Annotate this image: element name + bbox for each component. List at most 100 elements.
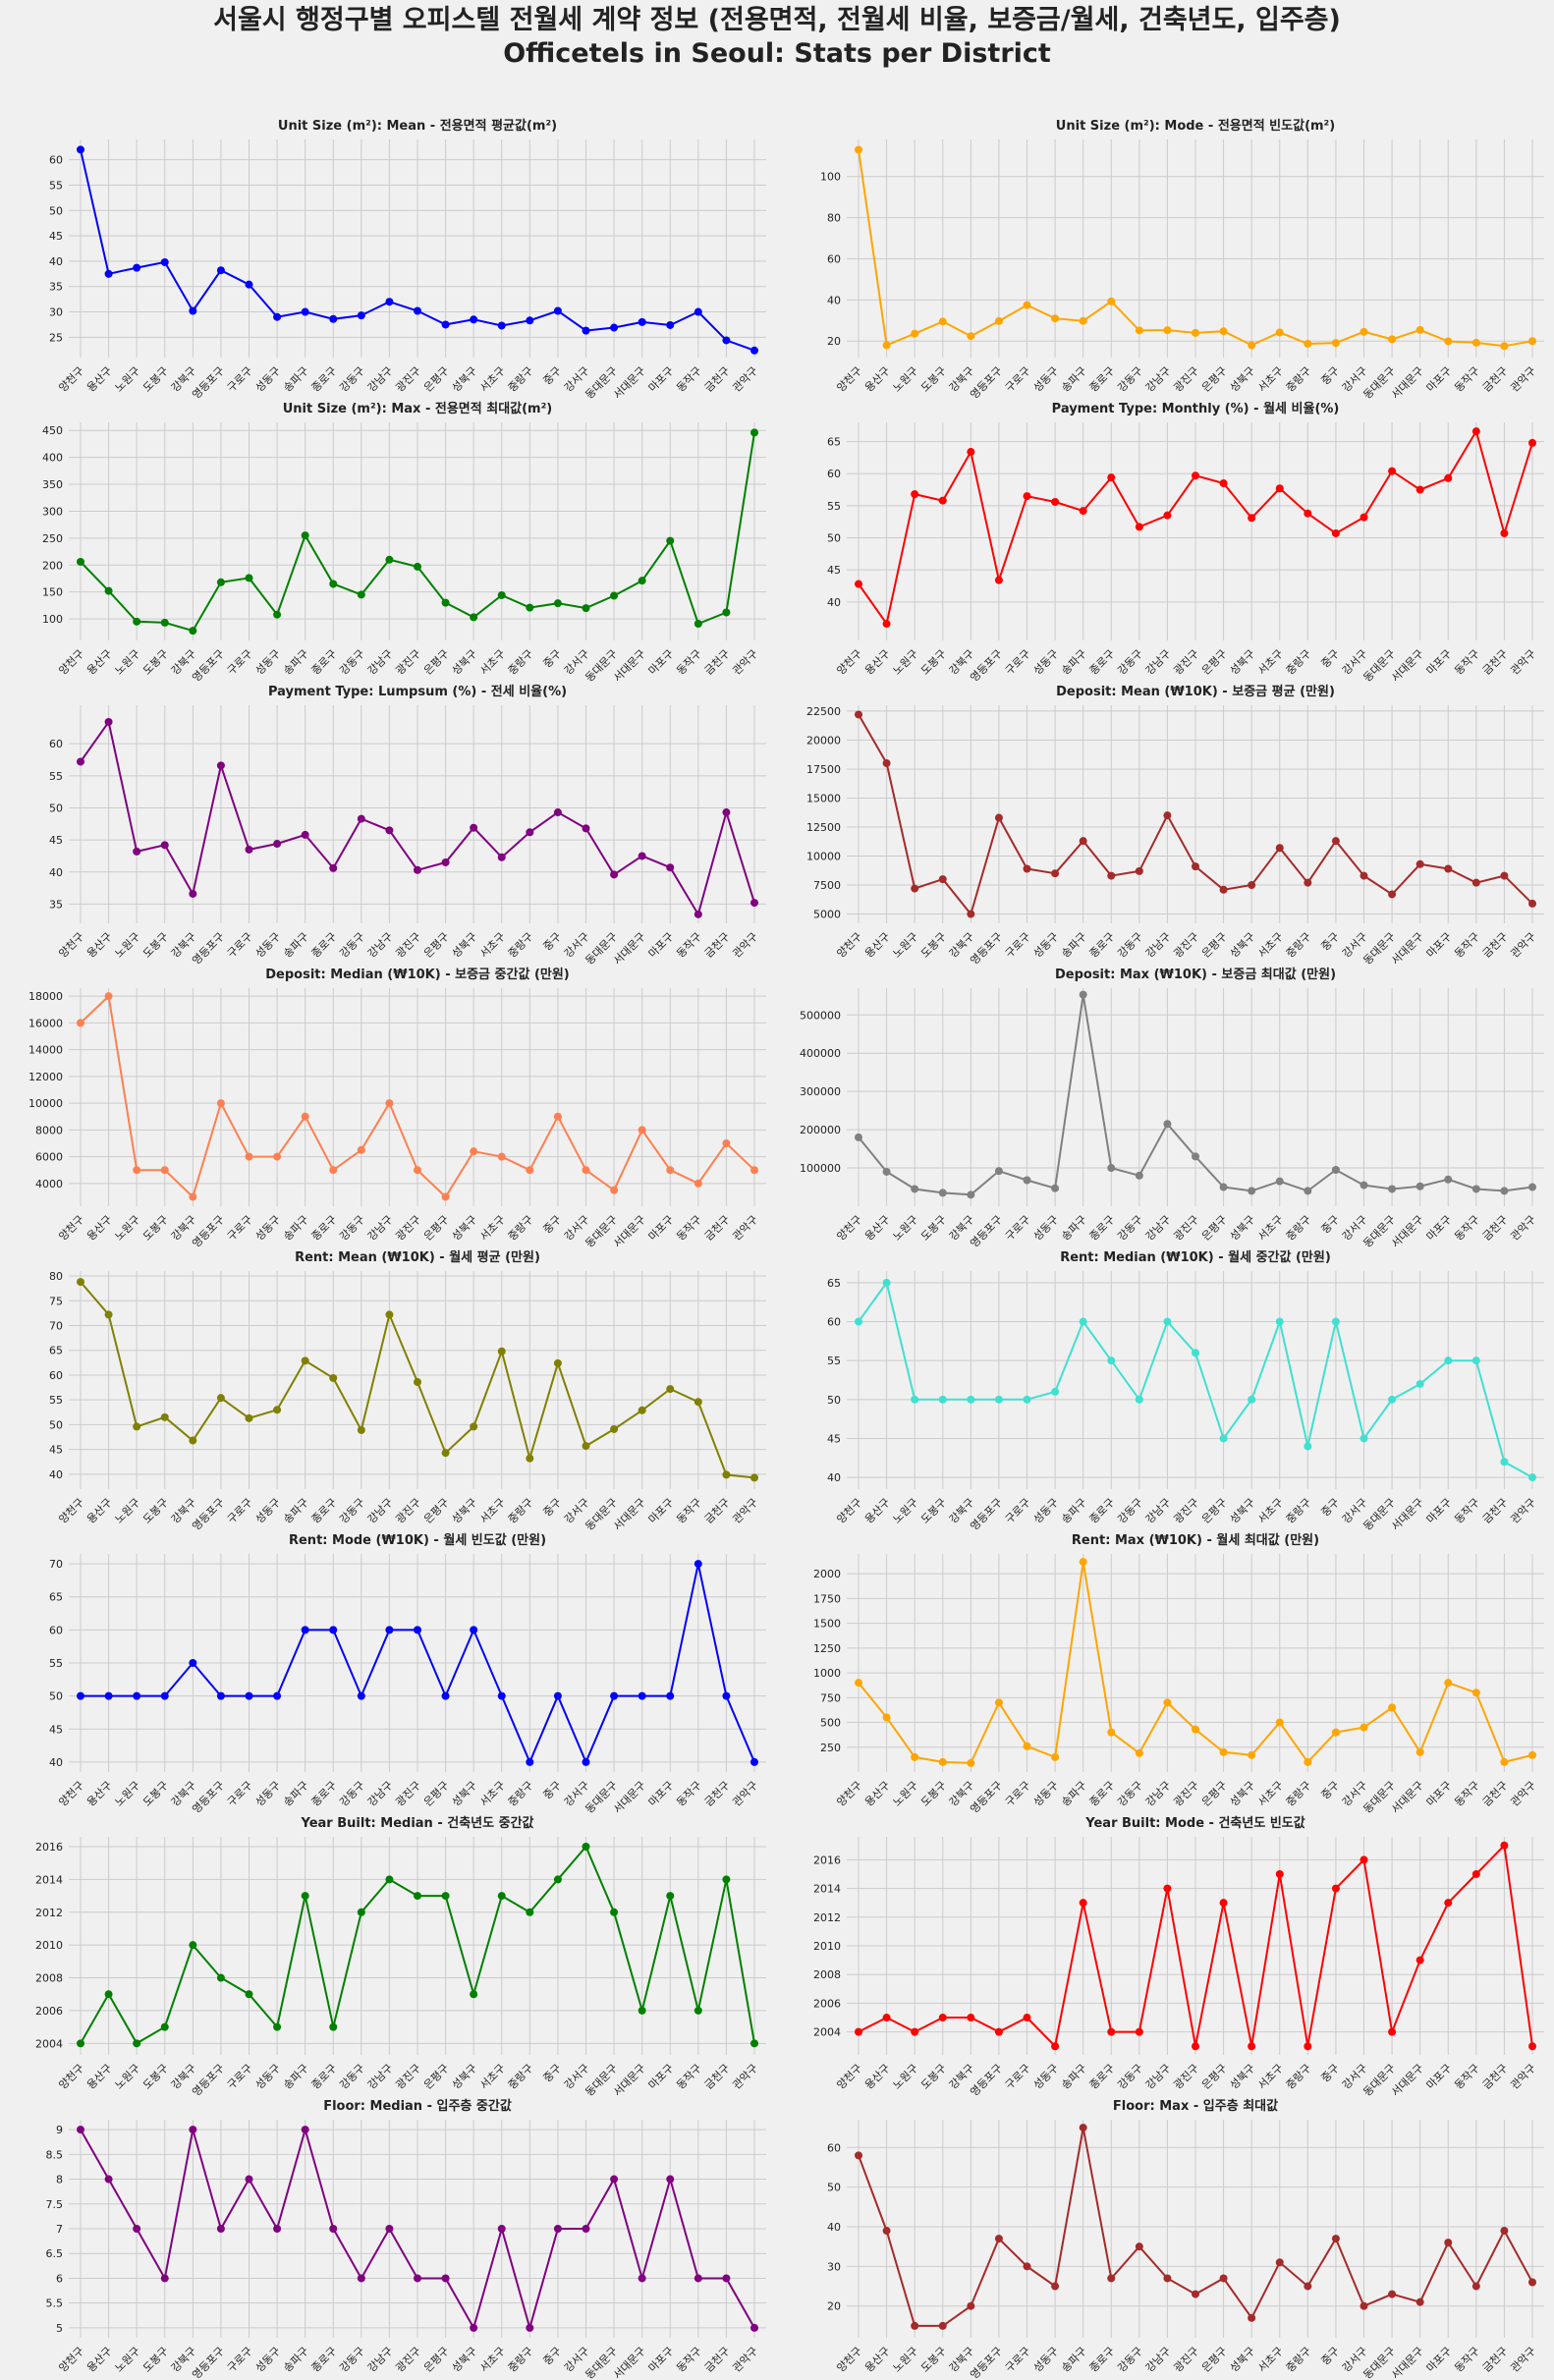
data-point (1248, 2313, 1256, 2322)
data-point (582, 824, 590, 833)
data-point (1219, 2274, 1228, 2283)
x-tick-label: 강남구 (1143, 364, 1174, 395)
data-point (1135, 326, 1143, 335)
y-tick-label: 40 (827, 294, 841, 306)
x-tick-label: 광진구 (1171, 2062, 1201, 2092)
x-tick-label: 양천구 (834, 363, 864, 394)
data-point (1248, 1187, 1256, 1195)
data-point (441, 1449, 450, 1458)
data-point (357, 1691, 365, 1700)
data-point (1304, 1187, 1312, 1195)
x-tick-label: 용산구 (862, 364, 893, 395)
x-tick-label: 구로구 (225, 1496, 255, 1526)
chart-title: Payment Type: Monthly (%) - 월세 비율(%) (1052, 401, 1340, 416)
data-point (189, 306, 197, 315)
data-point (1163, 1698, 1172, 1707)
data-point (1331, 1884, 1340, 1893)
data-point (1528, 438, 1536, 447)
data-point (1331, 1317, 1340, 1326)
x-tick-label: 송파구 (281, 364, 311, 395)
data-point (329, 2225, 338, 2233)
y-tick-label: 250 (42, 532, 63, 545)
data-point (357, 2274, 365, 2283)
y-tick-label: 50 (827, 2182, 841, 2194)
y-tick-label: 50 (827, 532, 841, 545)
x-tick-label: 용산구 (84, 1213, 115, 1244)
x-tick-label: 동작구 (674, 1496, 704, 1526)
x-tick-label: 종로구 (1087, 2345, 1118, 2375)
x-tick-label: 송파구 (1059, 1496, 1089, 1526)
y-tick-label: 2014 (813, 1883, 841, 1896)
x-tick-label: 도봉구 (140, 930, 171, 961)
x-tick-label: 도봉구 (140, 1496, 171, 1526)
page-title-line1: 서울시 행정구별 오피스텔 전월세 계약 정보 (전용면적, 전월세 비율, 보… (213, 5, 1341, 35)
y-tick-label: 60 (827, 2141, 841, 2154)
data-point (133, 847, 141, 856)
x-tick-label: 은평구 (1199, 647, 1230, 678)
x-tick-label: 노원구 (113, 1779, 143, 1809)
data-point (553, 1875, 562, 1884)
x-tick-label: 성동구 (253, 930, 284, 961)
data-point (1360, 1855, 1368, 1864)
y-tick-label: 14000 (28, 1044, 63, 1057)
x-tick-label: 송파구 (281, 930, 311, 961)
y-tick-label: 4000 (35, 1178, 63, 1190)
data-point (553, 808, 562, 817)
x-tick-label: 동작구 (1452, 930, 1482, 961)
y-tick-label: 7.5 (46, 2198, 64, 2211)
x-tick-label: 마포구 (646, 364, 677, 395)
x-tick-label: 광진구 (1171, 2345, 1201, 2375)
x-tick-label: 중구 (1319, 2062, 1343, 2085)
data-point (301, 830, 309, 839)
data-point (994, 576, 1003, 584)
x-tick-label: 용산구 (862, 2345, 893, 2375)
data-point (216, 266, 225, 275)
y-tick-label: 35 (49, 898, 63, 911)
data-point (638, 1406, 646, 1414)
y-tick-label: 40 (49, 255, 63, 268)
y-tick-label: 200 (42, 559, 63, 572)
x-tick-label: 도봉구 (918, 1496, 949, 1526)
x-tick-label: 노원구 (113, 1496, 143, 1526)
y-tick-label: 35 (49, 281, 63, 294)
x-tick-label: 관악구 (1508, 2345, 1538, 2375)
x-tick-label: 강남구 (365, 2062, 396, 2092)
x-tick-label: 금천구 (1479, 1778, 1510, 1808)
data-point (385, 1626, 394, 1634)
y-tick-label: 40 (49, 1468, 63, 1481)
x-tick-label: 서초구 (477, 2062, 508, 2092)
x-tick-label: 송파구 (281, 2345, 311, 2375)
x-tick-label: 마포구 (1424, 647, 1455, 678)
data-point (1304, 878, 1312, 887)
data-point (855, 2151, 862, 2160)
data-point (385, 1875, 394, 1884)
data-point (1360, 871, 1368, 880)
data-point (1388, 890, 1397, 899)
y-tick-label: 750 (820, 1691, 841, 1704)
x-tick-label: 마포구 (646, 2062, 677, 2092)
x-tick-label: 강동구 (1115, 647, 1145, 678)
y-tick-label: 40 (49, 866, 63, 879)
chart-16: Floor: Max - 입주층 최대값 20 30 40 50 60 양천구용산구노원구도… (827, 2098, 1544, 2380)
data-point (882, 1167, 891, 1176)
x-tick-label: 강남구 (365, 930, 396, 961)
data-point (1360, 513, 1368, 522)
data-point (357, 814, 365, 823)
x-tick-label: 종로구 (1087, 930, 1118, 961)
y-tick-label: 5000 (813, 909, 841, 921)
x-tick-label: 광진구 (1171, 1496, 1201, 1526)
chart-10: Rent: Median (₩10K) - 월세 중간값 (만원) 40 45 50 5… (827, 1249, 1544, 1533)
x-tick-label: 성북구 (1228, 364, 1258, 395)
data-point (160, 257, 169, 266)
x-tick-label: 서초구 (1255, 930, 1286, 961)
x-tick-label: 성동구 (253, 2345, 284, 2375)
y-tick-label: 10000 (806, 851, 841, 863)
data-point (582, 326, 590, 335)
data-point (967, 2301, 975, 2310)
data-point (329, 2022, 338, 2031)
y-tick-label: 60 (49, 154, 63, 167)
x-tick-label: 강동구 (337, 1213, 367, 1244)
x-tick-label: 서초구 (477, 1213, 508, 1244)
data-point (1135, 523, 1143, 531)
data-point (882, 2014, 891, 2022)
